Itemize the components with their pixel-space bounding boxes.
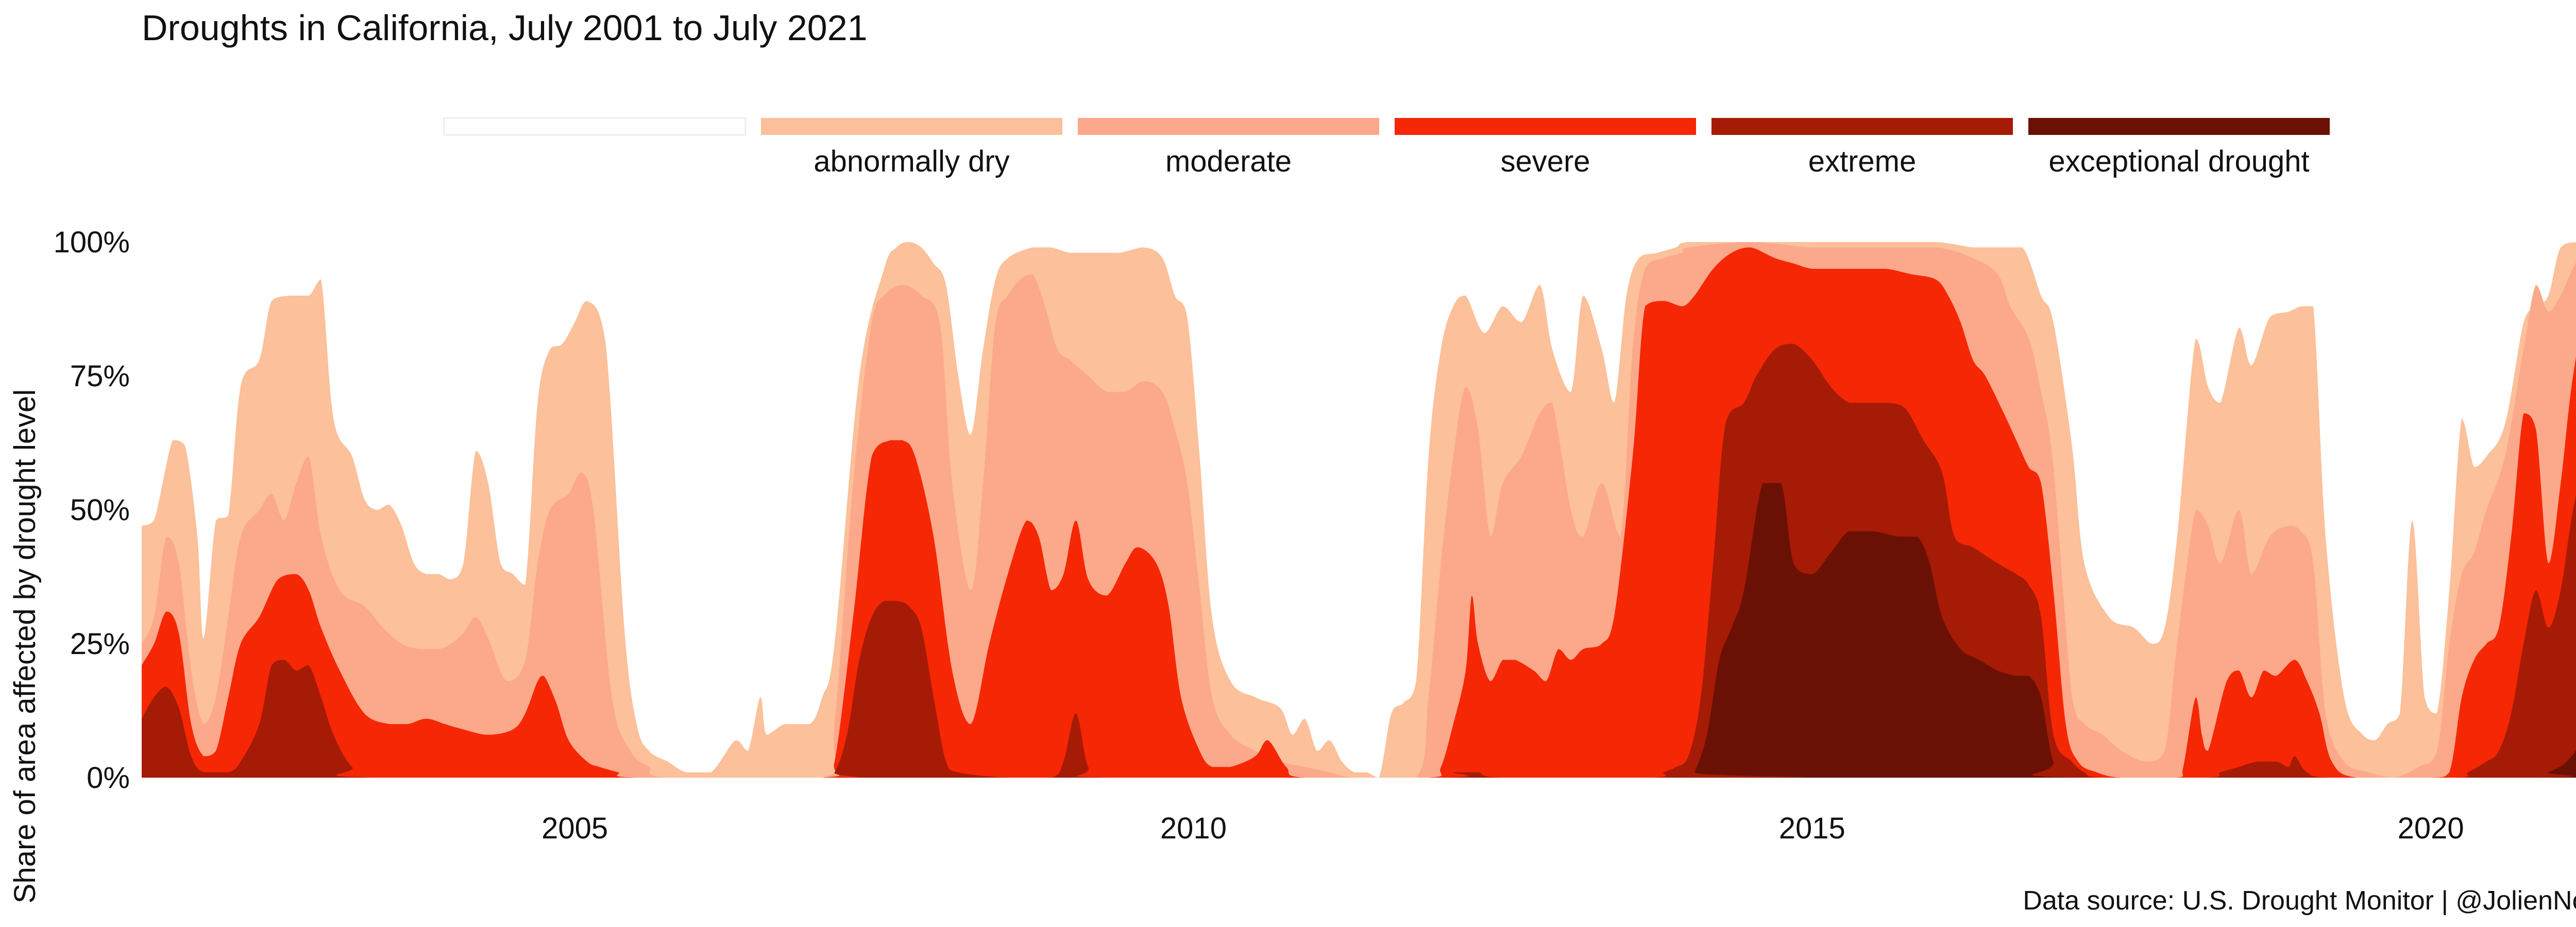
- legend-swatch-abnormally-dry: [761, 118, 1062, 135]
- legend-label-abnormally-dry: abnormally dry: [814, 145, 1009, 178]
- x-tick-label: 2015: [1779, 812, 1845, 845]
- legend: abnormally dry moderate severe extreme excep…: [443, 117, 2330, 178]
- y-axis: 0% 25% 50% 75% 100%: [54, 226, 130, 795]
- y-tick-label: 100%: [54, 226, 130, 259]
- y-tick-label: 75%: [70, 359, 130, 393]
- legend-label-extreme: extreme: [1808, 145, 1917, 178]
- legend-swatch-blank: [443, 117, 747, 136]
- legend-swatch-exceptional-drought: [2028, 118, 2330, 135]
- x-tick-label: 2020: [2398, 812, 2464, 845]
- legend-label-severe: severe: [1500, 145, 1590, 178]
- legend-swatch-moderate: [1078, 118, 1379, 135]
- legend-label-exceptional-drought: exceptional drought: [2048, 145, 2309, 178]
- x-tick-label: 2010: [1160, 812, 1227, 845]
- y-tick-label: 25%: [70, 627, 130, 661]
- chart-title: Droughts in California, July 2001 to Jul…: [142, 8, 868, 48]
- area-layers: [142, 242, 2576, 778]
- y-tick-label: 50%: [70, 493, 130, 527]
- legend-swatch-severe: [1395, 118, 1696, 135]
- legend-label-moderate: moderate: [1165, 145, 1292, 178]
- caption: Data source: U.S. Drought Monitor | @Jol…: [2023, 886, 2576, 916]
- legend-swatch-extreme: [1711, 118, 2013, 135]
- area-exceptional-drought: [142, 483, 2576, 778]
- y-tick-label: 0%: [87, 761, 130, 795]
- x-axis: 2005 2010 2015 2020: [541, 812, 2464, 845]
- x-tick-label: 2005: [541, 812, 608, 845]
- y-axis-label: Share of area affected by drought level: [8, 389, 42, 904]
